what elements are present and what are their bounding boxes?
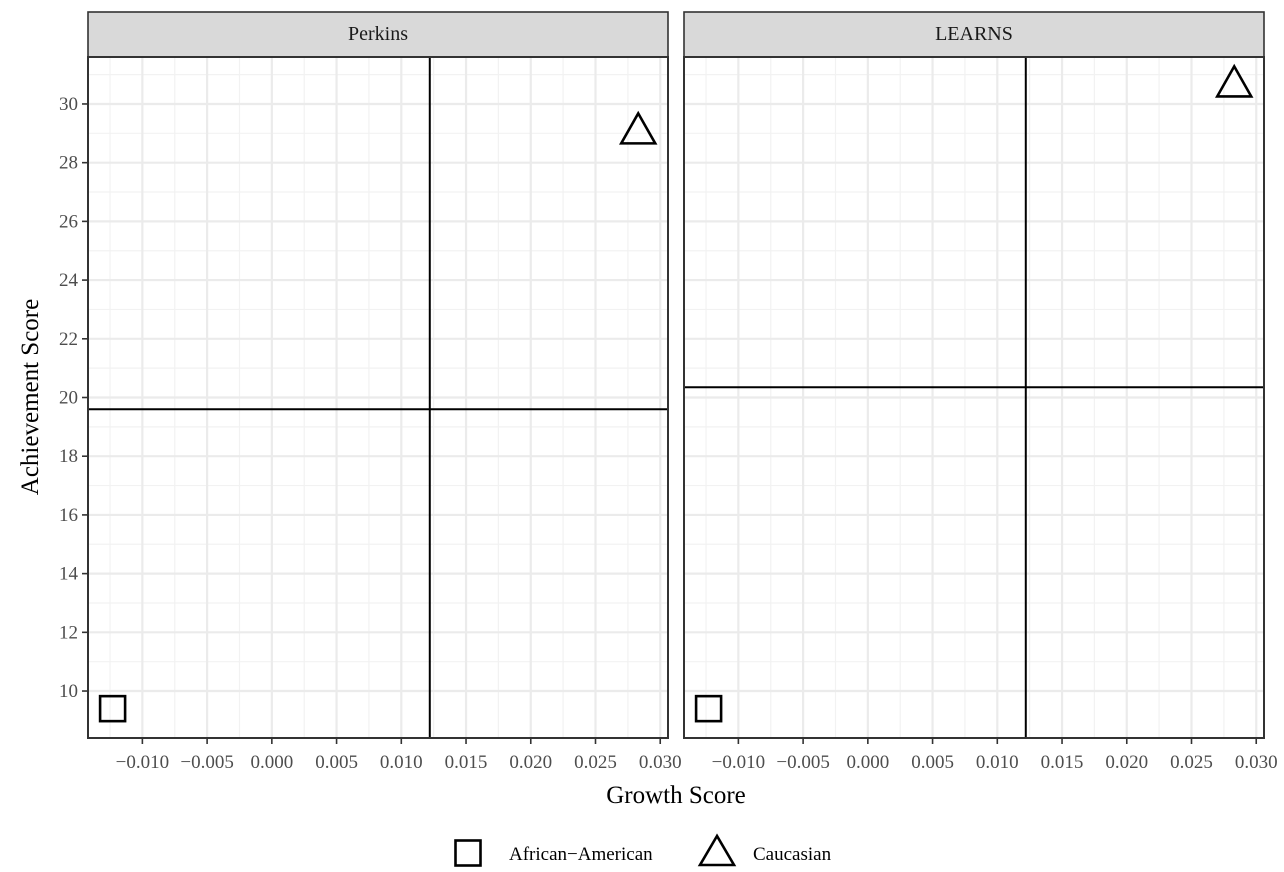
panel-1: LEARNS −0.010 −0.005 0.000 0.005 0.010 0.015 0.… bbox=[683, 11, 1278, 773]
x-axis: −0.010 −0.005 0.000 0.005 0.010 0.015 0.020 0.0… bbox=[116, 738, 682, 773]
y-tick-label: 26 bbox=[59, 211, 78, 232]
panel-strip bbox=[87, 11, 669, 58]
x-tick-label: −0.005 bbox=[180, 752, 233, 773]
x-axis: −0.010 −0.005 0.000 0.005 0.010 0.015 0.020 0.0… bbox=[712, 738, 1278, 773]
legend-entry-african-american: African−American bbox=[454, 839, 653, 867]
x-tick-label: 0.000 bbox=[250, 752, 293, 773]
data-point-triangle bbox=[618, 110, 658, 145]
x-tick-label: 0.000 bbox=[846, 752, 889, 773]
y-tick-label: 20 bbox=[59, 388, 78, 409]
y-axis-title: Achievement Score bbox=[17, 299, 44, 495]
legend-label: Caucasian bbox=[753, 844, 832, 865]
panel-strip bbox=[683, 11, 1265, 58]
y-tick-label: 28 bbox=[59, 153, 78, 174]
legend-label: African−American bbox=[509, 844, 653, 865]
x-tick-label: 0.025 bbox=[1170, 752, 1213, 773]
panel-border bbox=[683, 56, 1265, 739]
x-tick-label: 0.010 bbox=[976, 752, 1019, 773]
y-tick-label: 18 bbox=[59, 446, 78, 467]
grid-lines bbox=[684, 57, 1264, 738]
panels-layer: Perkins −0.010 −0.005 0.000 0.005 0.010 0.015 0… bbox=[87, 11, 1278, 773]
x-tick-label: −0.005 bbox=[776, 752, 829, 773]
x-tick-label: 0.015 bbox=[445, 752, 488, 773]
data-point-square bbox=[98, 694, 127, 723]
x-tick-label: 0.020 bbox=[1105, 752, 1148, 773]
legend-key-square bbox=[454, 839, 482, 867]
panel-0: Perkins −0.010 −0.005 0.000 0.005 0.010 0.015 0… bbox=[87, 11, 682, 773]
y-tick-label: 22 bbox=[59, 329, 78, 350]
x-tick-label: 0.030 bbox=[639, 752, 682, 773]
x-tick-label: −0.010 bbox=[116, 752, 169, 773]
y-axis: 10 12 14 16 18 20 22 24 26 28 30 bbox=[59, 94, 88, 702]
x-tick-label: 0.005 bbox=[911, 752, 954, 773]
y-tick-label: 10 bbox=[59, 681, 78, 702]
grid-lines bbox=[88, 57, 668, 738]
legend-key-triangle bbox=[697, 833, 737, 867]
x-tick-label: 0.020 bbox=[509, 752, 552, 773]
data-point-triangle bbox=[1214, 63, 1254, 98]
x-tick-label: 0.025 bbox=[574, 752, 617, 773]
legend-entry-caucasian: Caucasian bbox=[697, 833, 832, 867]
y-tick-label: 14 bbox=[59, 564, 79, 585]
x-tick-label: 0.030 bbox=[1235, 752, 1278, 773]
x-tick-label: 0.015 bbox=[1041, 752, 1084, 773]
x-tick-label: −0.010 bbox=[712, 752, 765, 773]
y-tick-label: 24 bbox=[59, 270, 79, 291]
data-point-square bbox=[694, 694, 723, 723]
panel-title: LEARNS bbox=[935, 23, 1013, 45]
y-tick-label: 30 bbox=[59, 94, 78, 115]
x-axis-title: Growth Score bbox=[606, 782, 746, 809]
x-tick-label: 0.010 bbox=[380, 752, 423, 773]
x-tick-label: 0.005 bbox=[315, 752, 358, 773]
y-tick-label: 16 bbox=[59, 505, 78, 526]
legend: African−American Caucasian bbox=[454, 833, 832, 867]
panel-title: Perkins bbox=[348, 23, 408, 45]
y-tick-label: 12 bbox=[59, 622, 78, 643]
